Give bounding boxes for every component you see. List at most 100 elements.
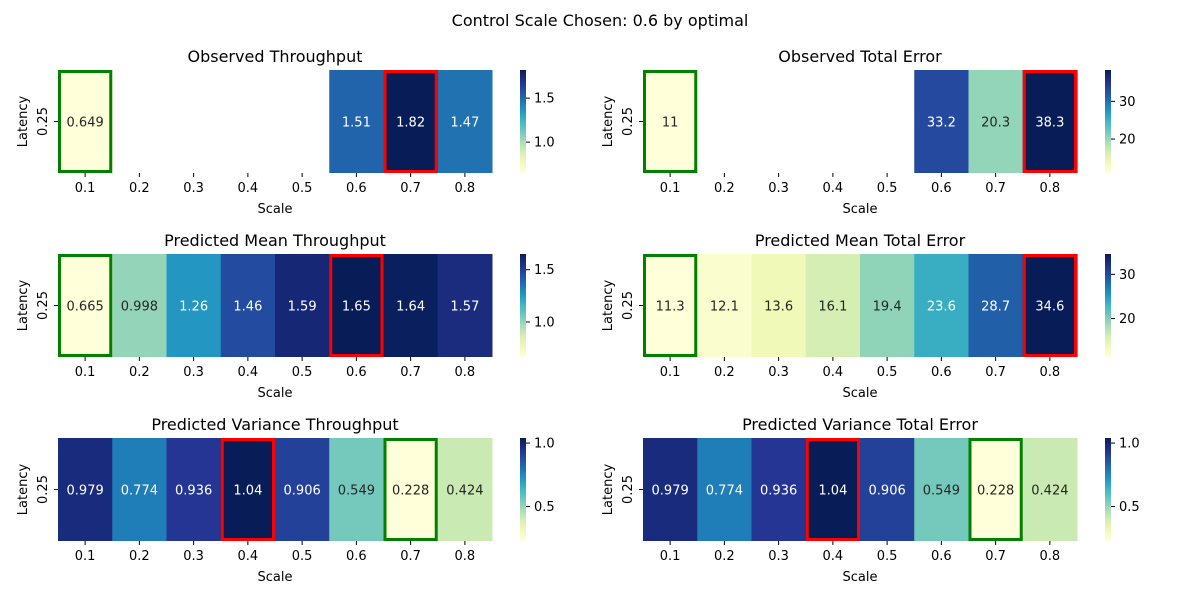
x-axis-label: Scale xyxy=(843,202,878,217)
x-tick-label: 0.4 xyxy=(238,549,259,564)
x-tick-label: 0.5 xyxy=(877,365,898,380)
x-tick-label: 0.8 xyxy=(455,365,476,380)
heatmap-cell xyxy=(805,438,861,541)
cell-value-label: 13.6 xyxy=(764,300,793,315)
cell-value-label: 0.774 xyxy=(706,484,743,499)
x-tick-label: 0.8 xyxy=(1040,549,1061,564)
heatmap-cell xyxy=(58,438,113,541)
cell-value-label: 0.936 xyxy=(175,484,212,499)
heatmap-panels: Observed Throughput 0.649 1.51 1.82 1.47 0.1 0… xyxy=(16,47,1140,585)
x-tick-label: 0.5 xyxy=(292,365,313,380)
heatmap-cell xyxy=(112,254,167,357)
x-tick-label: 0.3 xyxy=(768,365,789,380)
x-tick-label: 0.1 xyxy=(75,549,96,564)
x-tick-label: 0.8 xyxy=(1040,181,1061,196)
cell-value-label: 0.979 xyxy=(67,484,104,499)
x-tick-label: 0.6 xyxy=(346,365,367,380)
x-tick-label: 0.1 xyxy=(660,181,681,196)
heatmap-panel: Observed Total Error 11 33.2 20.3 38.3 0.1 0.2… xyxy=(601,47,1136,217)
heatmap-cell xyxy=(58,70,113,173)
figure-suptitle: Control Scale Chosen: 0.6 by optimal xyxy=(452,11,749,30)
min-highlight-box xyxy=(643,254,698,357)
panel-title: Predicted Variance Throughput xyxy=(151,415,398,434)
colorbar-tick-label: 1.0 xyxy=(534,437,555,452)
colorbar xyxy=(1105,254,1111,357)
x-tick-label: 0.2 xyxy=(714,365,735,380)
heatmap-cell xyxy=(329,254,384,357)
x-tick-label: 0.2 xyxy=(129,365,150,380)
heatmap-cell xyxy=(697,254,752,357)
colorbar-tick-label: 0.5 xyxy=(534,500,555,515)
cell-value-label: 1.47 xyxy=(450,116,479,131)
cell-value-label: 0.774 xyxy=(121,484,158,499)
y-axis-label: Latency xyxy=(16,96,31,148)
y-axis-label: Latency xyxy=(601,96,616,148)
max-highlight-box xyxy=(220,438,275,541)
heatmap-cell xyxy=(437,254,493,357)
x-tick-label: 0.7 xyxy=(985,181,1006,196)
x-tick-label: 0.6 xyxy=(346,181,367,196)
heatmap-cell xyxy=(437,438,493,541)
x-tick-label: 0.3 xyxy=(768,549,789,564)
x-tick-label: 0.6 xyxy=(931,181,952,196)
x-tick-label: 0.8 xyxy=(455,181,476,196)
heatmap-cell xyxy=(968,254,1024,357)
min-highlight-box xyxy=(58,254,113,357)
panel-title: Observed Throughput xyxy=(188,47,363,66)
x-tick-label: 0.7 xyxy=(985,549,1006,564)
heatmap-cell xyxy=(1022,70,1078,173)
cell-value-label: 28.7 xyxy=(981,300,1010,315)
heatmap-cell xyxy=(643,438,698,541)
cell-value-label: 1.04 xyxy=(818,484,847,499)
x-tick-label: 0.5 xyxy=(292,549,313,564)
heatmap-panel: Predicted Variance Throughput 0.979 0.774 0… xyxy=(16,415,555,585)
colorbar-tick-label: 1.0 xyxy=(1119,437,1140,452)
colorbar-tick-label: 1.0 xyxy=(534,136,555,151)
cell-value-label: 1.82 xyxy=(396,116,425,131)
max-highlight-box xyxy=(383,70,438,173)
x-tick-label: 0.1 xyxy=(660,365,681,380)
y-axis-label: Latency xyxy=(601,280,616,332)
x-tick-label: 0.7 xyxy=(400,181,421,196)
x-tick-label: 0.5 xyxy=(292,181,313,196)
colorbar xyxy=(520,70,526,173)
panel-title: Predicted Variance Total Error xyxy=(742,415,978,434)
y-tick-label: 0.25 xyxy=(621,291,636,320)
cell-value-label: 0.228 xyxy=(977,484,1014,499)
heatmap-panel: Predicted Mean Total Error 11.3 12.1 13.6 16… xyxy=(601,231,1136,401)
colorbar xyxy=(1105,70,1111,173)
x-tick-label: 0.2 xyxy=(129,181,150,196)
max-highlight-box xyxy=(805,438,860,541)
x-tick-label: 0.5 xyxy=(877,181,898,196)
max-highlight-box xyxy=(1022,70,1077,173)
x-axis-label: Scale xyxy=(843,386,878,401)
cell-value-label: 0.665 xyxy=(67,300,104,315)
cell-value-label: 12.1 xyxy=(710,300,739,315)
heatmap-cell xyxy=(166,438,222,541)
x-tick-label: 0.3 xyxy=(183,549,204,564)
x-tick-label: 0.7 xyxy=(400,365,421,380)
cell-value-label: 1.57 xyxy=(450,300,479,315)
heatmap-cell xyxy=(329,70,384,173)
heatmap-cell xyxy=(383,254,439,357)
x-tick-label: 0.6 xyxy=(931,549,952,564)
heatmap-cell xyxy=(751,438,807,541)
heatmap-cell xyxy=(112,438,167,541)
x-tick-label: 0.2 xyxy=(714,549,735,564)
heatmap-cell xyxy=(697,438,752,541)
cell-value-label: 11.3 xyxy=(656,300,685,315)
min-highlight-box xyxy=(383,438,438,541)
x-axis-label: Scale xyxy=(258,570,293,585)
cell-value-label: 1.46 xyxy=(233,300,262,315)
colorbar-tick-label: 30 xyxy=(1119,95,1136,110)
x-tick-label: 0.6 xyxy=(931,365,952,380)
cell-value-label: 1.26 xyxy=(179,300,208,315)
y-tick-label: 0.25 xyxy=(621,107,636,136)
heatmap-cell xyxy=(1022,438,1078,541)
colorbar-tick-label: 1.0 xyxy=(534,315,555,330)
x-tick-label: 0.6 xyxy=(346,549,367,564)
x-tick-label: 0.3 xyxy=(183,365,204,380)
heatmap-cell xyxy=(968,70,1024,173)
cell-value-label: 0.998 xyxy=(121,300,158,315)
